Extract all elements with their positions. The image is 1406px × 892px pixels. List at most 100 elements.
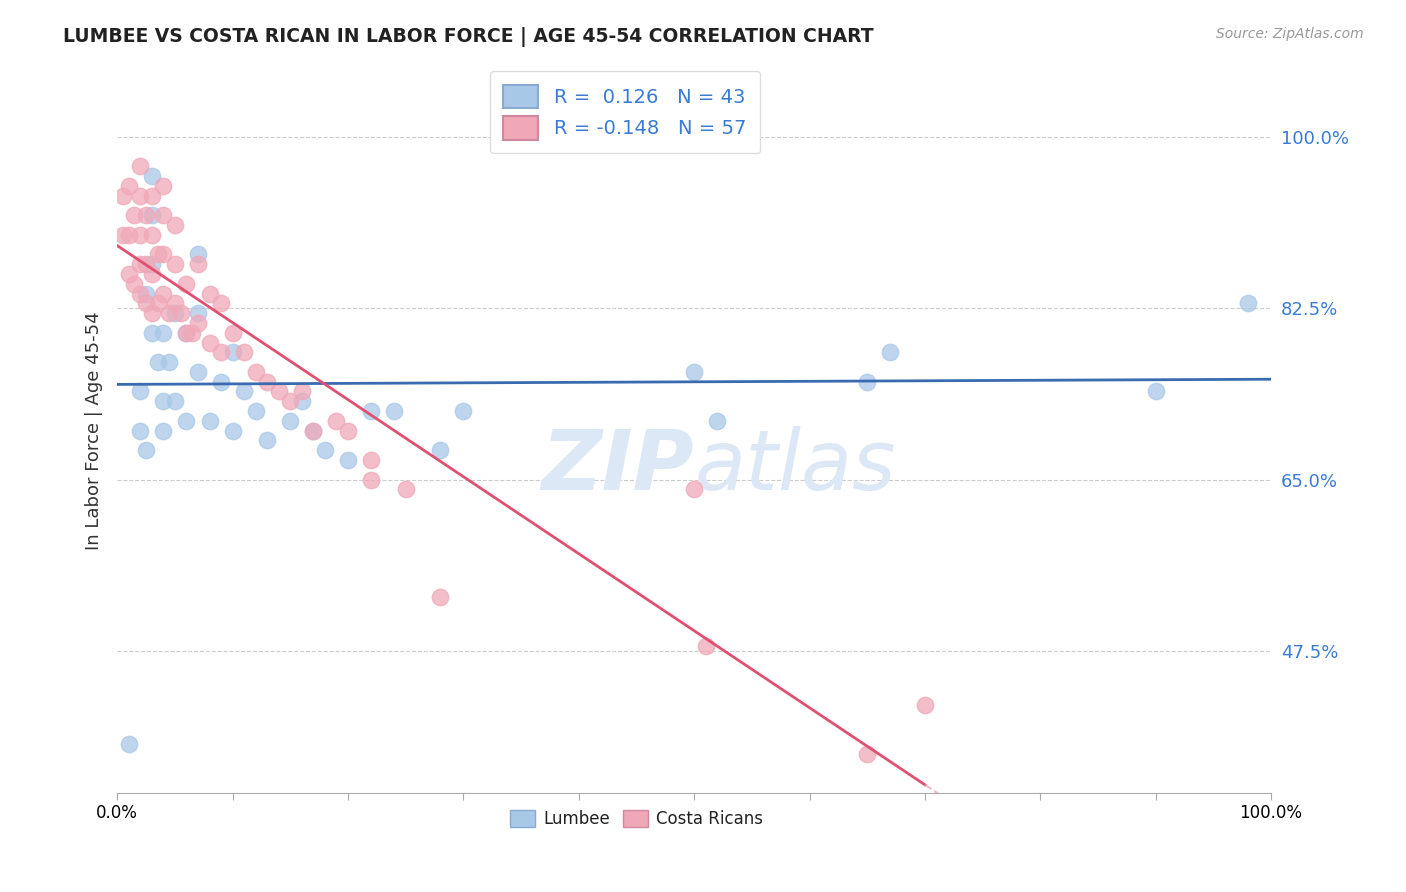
Point xyxy=(163,306,186,320)
Point xyxy=(856,747,879,761)
Point xyxy=(879,345,901,359)
Point xyxy=(135,257,157,271)
Point xyxy=(141,188,163,202)
Point xyxy=(914,698,936,712)
Point xyxy=(152,326,174,340)
Point xyxy=(395,483,418,497)
Point xyxy=(245,404,267,418)
Point xyxy=(209,296,232,310)
Point xyxy=(163,394,186,409)
Point xyxy=(129,160,152,174)
Point xyxy=(146,296,169,310)
Point xyxy=(187,247,209,261)
Point xyxy=(221,424,243,438)
Point xyxy=(302,424,325,438)
Point xyxy=(124,277,146,291)
Point xyxy=(187,257,209,271)
Point xyxy=(163,257,186,271)
Point xyxy=(152,286,174,301)
Text: Source: ZipAtlas.com: Source: ZipAtlas.com xyxy=(1216,27,1364,41)
Point xyxy=(360,453,382,467)
Point xyxy=(302,424,325,438)
Point xyxy=(118,227,141,242)
Point xyxy=(146,355,169,369)
Point xyxy=(221,345,243,359)
Point xyxy=(187,316,209,330)
Text: atlas: atlas xyxy=(695,426,896,508)
Point xyxy=(135,286,157,301)
Point xyxy=(169,306,191,320)
Point xyxy=(118,737,141,751)
Point xyxy=(1144,384,1167,399)
Point xyxy=(382,404,405,418)
Point xyxy=(291,394,314,409)
Point xyxy=(278,394,301,409)
Point xyxy=(187,306,209,320)
Point xyxy=(176,277,198,291)
Point xyxy=(706,414,728,428)
Point xyxy=(181,326,204,340)
Point xyxy=(360,473,382,487)
Point xyxy=(152,247,174,261)
Point xyxy=(325,414,347,428)
Point xyxy=(256,434,278,448)
Point xyxy=(152,424,174,438)
Point xyxy=(198,335,221,350)
Point xyxy=(291,384,314,399)
Point xyxy=(124,208,146,222)
Point xyxy=(233,345,256,359)
Point xyxy=(209,375,232,389)
Point xyxy=(209,345,232,359)
Point xyxy=(152,178,174,193)
Point xyxy=(163,296,186,310)
Point xyxy=(152,208,174,222)
Point xyxy=(141,267,163,281)
Point xyxy=(157,355,180,369)
Point xyxy=(856,375,879,389)
Point xyxy=(187,365,209,379)
Point xyxy=(163,218,186,232)
Point xyxy=(111,188,134,202)
Point xyxy=(146,247,169,261)
Point xyxy=(141,208,163,222)
Point xyxy=(135,443,157,458)
Point xyxy=(233,384,256,399)
Point xyxy=(221,326,243,340)
Point xyxy=(135,296,157,310)
Point xyxy=(683,365,706,379)
Point xyxy=(429,590,451,604)
Point xyxy=(129,424,152,438)
Point xyxy=(176,414,198,428)
Point xyxy=(278,414,301,428)
Y-axis label: In Labor Force | Age 45-54: In Labor Force | Age 45-54 xyxy=(86,311,103,549)
Point xyxy=(141,227,163,242)
Text: LUMBEE VS COSTA RICAN IN LABOR FORCE | AGE 45-54 CORRELATION CHART: LUMBEE VS COSTA RICAN IN LABOR FORCE | A… xyxy=(63,27,875,46)
Point xyxy=(141,326,163,340)
Point xyxy=(453,404,475,418)
Point xyxy=(129,286,152,301)
Point xyxy=(683,483,706,497)
Point xyxy=(129,227,152,242)
Legend: Lumbee, Costa Ricans: Lumbee, Costa Ricans xyxy=(503,804,770,835)
Point xyxy=(429,443,451,458)
Point xyxy=(1237,296,1260,310)
Point xyxy=(336,453,359,467)
Point xyxy=(336,424,359,438)
Point xyxy=(198,414,221,428)
Point xyxy=(141,306,163,320)
Point xyxy=(141,169,163,183)
Point xyxy=(129,384,152,399)
Point xyxy=(245,365,267,379)
Point xyxy=(198,286,221,301)
Point xyxy=(360,404,382,418)
Point xyxy=(267,384,290,399)
Point xyxy=(314,443,336,458)
Point xyxy=(152,394,174,409)
Point xyxy=(176,326,198,340)
Point xyxy=(129,188,152,202)
Point xyxy=(135,208,157,222)
Point xyxy=(695,639,717,653)
Point xyxy=(118,178,141,193)
Point xyxy=(176,326,198,340)
Point xyxy=(256,375,278,389)
